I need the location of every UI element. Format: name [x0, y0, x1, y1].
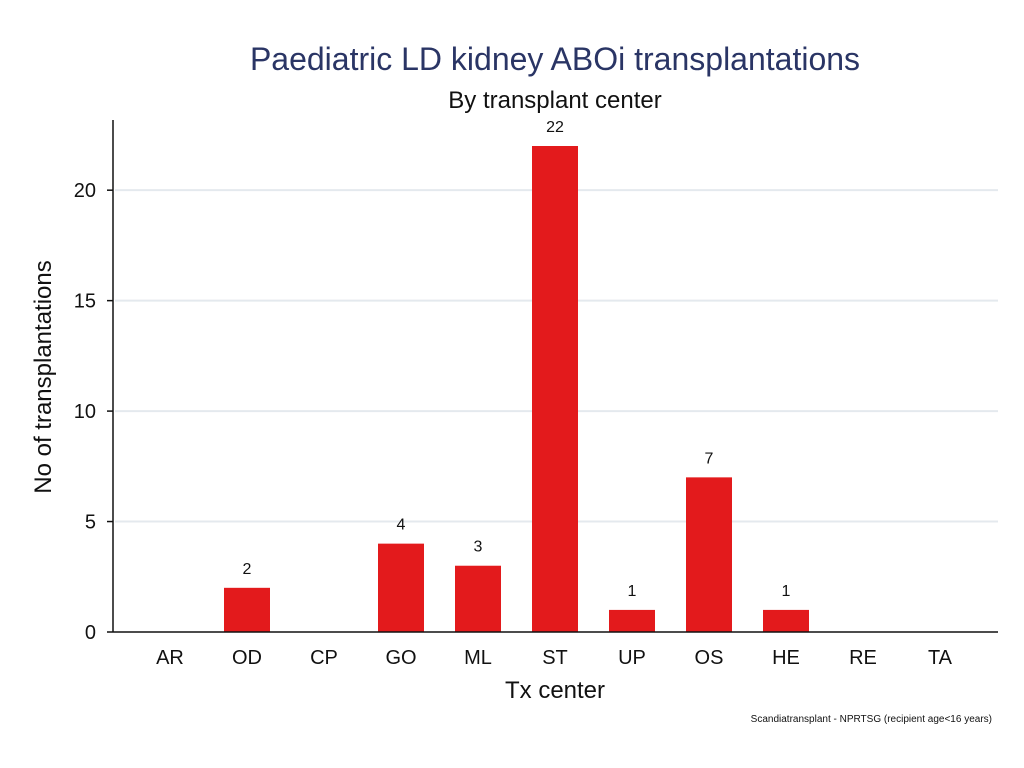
x-tick-label: AR — [156, 647, 184, 669]
y-tick-label: 15 — [74, 291, 96, 313]
x-tick-label: UP — [618, 647, 646, 669]
data-label-he: 1 — [782, 583, 791, 600]
y-axis-title: No of transplantations — [30, 260, 57, 493]
x-ticks: AR OD CP GO ML ST UP OS HE RE TA — [156, 647, 953, 669]
bar-os — [686, 477, 732, 632]
y-tick-label: 20 — [74, 180, 96, 202]
bar-st — [532, 146, 578, 632]
data-label-ml: 3 — [474, 539, 483, 556]
data-label-go: 4 — [397, 517, 406, 534]
data-label-od: 2 — [243, 561, 252, 578]
data-label-up: 1 — [628, 583, 637, 600]
y-tick-label: 10 — [74, 401, 96, 423]
x-tick-label: ML — [464, 647, 492, 669]
chart-title: Paediatric LD kidney ABOi transplantatio… — [250, 41, 860, 77]
data-label-os: 7 — [705, 450, 714, 467]
x-tick-label: RE — [849, 647, 877, 669]
source-note: Scandiatransplant - NPRTSG (recipient ag… — [751, 714, 992, 725]
bar-he — [763, 609, 809, 632]
bar-up — [609, 609, 655, 632]
x-tick-label: ST — [542, 647, 568, 669]
x-tick-label: CP — [310, 647, 338, 669]
chart-subtitle: By transplant center — [448, 87, 661, 114]
x-tick-label: GO — [385, 647, 416, 669]
y-tick-label: 5 — [85, 512, 96, 534]
bar-go — [378, 543, 424, 632]
y-tick-label: 0 — [85, 622, 96, 644]
x-tick-label: OS — [695, 647, 724, 669]
bar-ml — [455, 565, 501, 632]
x-tick-label: HE — [772, 647, 800, 669]
x-tick-label: OD — [232, 647, 262, 669]
data-label-st: 22 — [546, 119, 564, 136]
bars — [224, 146, 809, 632]
y-ticks: 0 5 10 15 20 — [74, 180, 113, 644]
bar-od — [224, 587, 270, 632]
x-tick-label: TA — [928, 647, 953, 669]
x-axis-title: Tx center — [505, 677, 605, 704]
